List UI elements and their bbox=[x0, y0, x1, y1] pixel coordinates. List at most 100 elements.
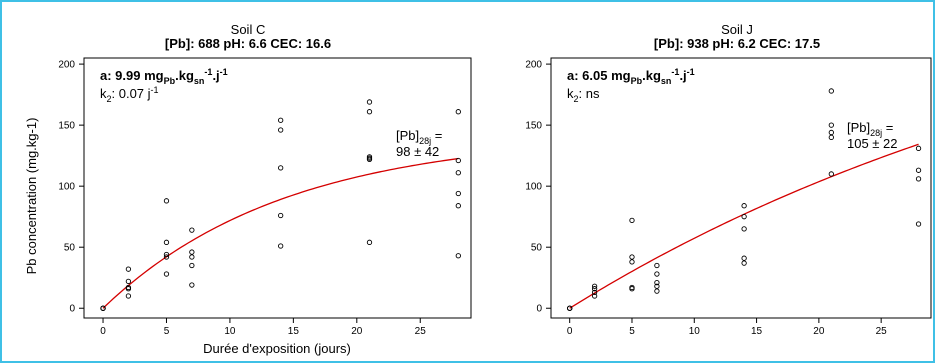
data-point bbox=[189, 254, 195, 260]
x-tick-label: 10 bbox=[224, 326, 236, 337]
y-tick-label: 50 bbox=[64, 243, 76, 254]
data-point bbox=[828, 122, 834, 128]
data-point bbox=[455, 157, 461, 164]
x-tick-label: 20 bbox=[351, 326, 363, 337]
rate-annotation: a: 6.05 mgPb.kgsn-1.j-1 bbox=[567, 67, 695, 86]
pb28-value: 105 ± 22 bbox=[847, 136, 898, 151]
data-point bbox=[189, 227, 195, 233]
data-point bbox=[591, 283, 598, 289]
data-point bbox=[828, 134, 834, 140]
x-tick-label: 5 bbox=[629, 326, 635, 337]
data-points bbox=[567, 88, 922, 311]
data-point bbox=[629, 259, 635, 265]
data-point bbox=[654, 271, 660, 277]
data-point bbox=[828, 171, 834, 177]
data-point bbox=[654, 262, 660, 269]
y-tick-label: 200 bbox=[58, 60, 75, 71]
y-tick-label: 50 bbox=[531, 243, 543, 254]
data-point bbox=[455, 203, 461, 209]
data-point bbox=[567, 305, 573, 311]
x-axis: 0 5 10 15 20 25 bbox=[567, 318, 887, 337]
data-point bbox=[278, 117, 284, 123]
data-point bbox=[915, 167, 922, 173]
data-point bbox=[741, 214, 747, 220]
data-point bbox=[629, 217, 635, 223]
x-tick-label: 0 bbox=[567, 326, 573, 337]
panel-soil-j: Soil J [Pb]: 938 pH: 6.2 CEC: 17.5 0 5 10 1… bbox=[525, 22, 932, 337]
y-axis-label: Pb concentration (mg.kg-1) bbox=[24, 118, 39, 275]
data-point bbox=[163, 271, 170, 277]
data-point bbox=[366, 99, 373, 105]
pb28-annotation: [Pb]28j = bbox=[847, 120, 893, 138]
y-tick-label: 0 bbox=[536, 304, 542, 315]
rate-annotation: a: 9.99 mgPb.kgsn-1.j-1 bbox=[100, 67, 228, 86]
data-point bbox=[125, 278, 132, 285]
data-point bbox=[278, 127, 284, 133]
panel-subtitle: [Pb]: 938 pH: 6.2 CEC: 17.5 bbox=[654, 36, 820, 51]
data-point bbox=[455, 170, 461, 176]
x-tick-label: 25 bbox=[876, 326, 888, 337]
data-point bbox=[915, 176, 922, 182]
data-point bbox=[828, 129, 834, 136]
data-point bbox=[125, 284, 132, 291]
x-axis: 0 5 10 15 20 25 bbox=[100, 318, 426, 337]
data-point bbox=[741, 260, 747, 266]
pb28-annotation: [Pb]28j = bbox=[396, 128, 442, 146]
data-point bbox=[366, 239, 373, 245]
y-tick-label: 100 bbox=[525, 182, 542, 193]
x-tick-label: 0 bbox=[100, 326, 106, 337]
data-point bbox=[125, 266, 132, 272]
plot-box bbox=[550, 57, 932, 319]
data-point bbox=[915, 221, 922, 227]
data-point bbox=[163, 198, 170, 204]
x-tick-label: 10 bbox=[689, 326, 701, 337]
data-point bbox=[278, 165, 284, 171]
y-tick-label: 200 bbox=[525, 60, 542, 71]
data-point bbox=[366, 109, 373, 115]
data-point bbox=[741, 226, 747, 232]
x-tick-label: 15 bbox=[288, 326, 300, 337]
x-tick-label: 5 bbox=[164, 326, 170, 337]
y-axis: 0 50 100 150 200 bbox=[525, 60, 551, 315]
data-point bbox=[278, 243, 284, 249]
y-tick-label: 150 bbox=[58, 121, 75, 132]
y-tick-label: 150 bbox=[525, 121, 542, 132]
data-point bbox=[100, 305, 106, 311]
y-tick-label: 100 bbox=[58, 182, 75, 193]
data-point bbox=[163, 239, 170, 245]
data-points bbox=[100, 99, 461, 311]
data-point bbox=[828, 88, 834, 94]
data-point bbox=[654, 283, 660, 289]
data-point bbox=[629, 284, 635, 291]
k2-annotation: k2: ns bbox=[567, 86, 600, 104]
panel-title: Soil J bbox=[721, 22, 753, 37]
data-point bbox=[915, 145, 922, 151]
fit-curve bbox=[102, 157, 459, 309]
x-tick-label: 15 bbox=[751, 326, 763, 337]
y-axis: 0 50 100 150 200 bbox=[58, 60, 84, 315]
data-point bbox=[591, 289, 598, 296]
data-point bbox=[278, 212, 284, 219]
x-tick-label: 20 bbox=[813, 326, 825, 337]
panel-soil-c: Soil C [Pb]: 688 pH: 6.6 CEC: 16.6 0 5 10 1… bbox=[24, 22, 472, 356]
data-point bbox=[741, 255, 747, 261]
data-point bbox=[654, 288, 660, 294]
pb28-value: 98 ± 42 bbox=[396, 144, 439, 159]
data-point bbox=[125, 293, 132, 299]
panel-title: Soil C bbox=[231, 22, 266, 37]
data-point bbox=[366, 154, 373, 160]
data-point bbox=[741, 203, 747, 209]
data-point bbox=[189, 282, 195, 288]
data-point bbox=[455, 109, 461, 115]
panel-subtitle: [Pb]: 688 pH: 6.6 CEC: 16.6 bbox=[165, 36, 331, 51]
data-point bbox=[455, 190, 461, 197]
data-point bbox=[189, 262, 195, 269]
data-point bbox=[163, 251, 170, 258]
data-point bbox=[591, 286, 598, 292]
data-point bbox=[189, 249, 195, 255]
x-axis-label: Durée d'exposition (jours) bbox=[203, 341, 351, 356]
data-point bbox=[591, 293, 598, 299]
data-point bbox=[654, 279, 660, 286]
